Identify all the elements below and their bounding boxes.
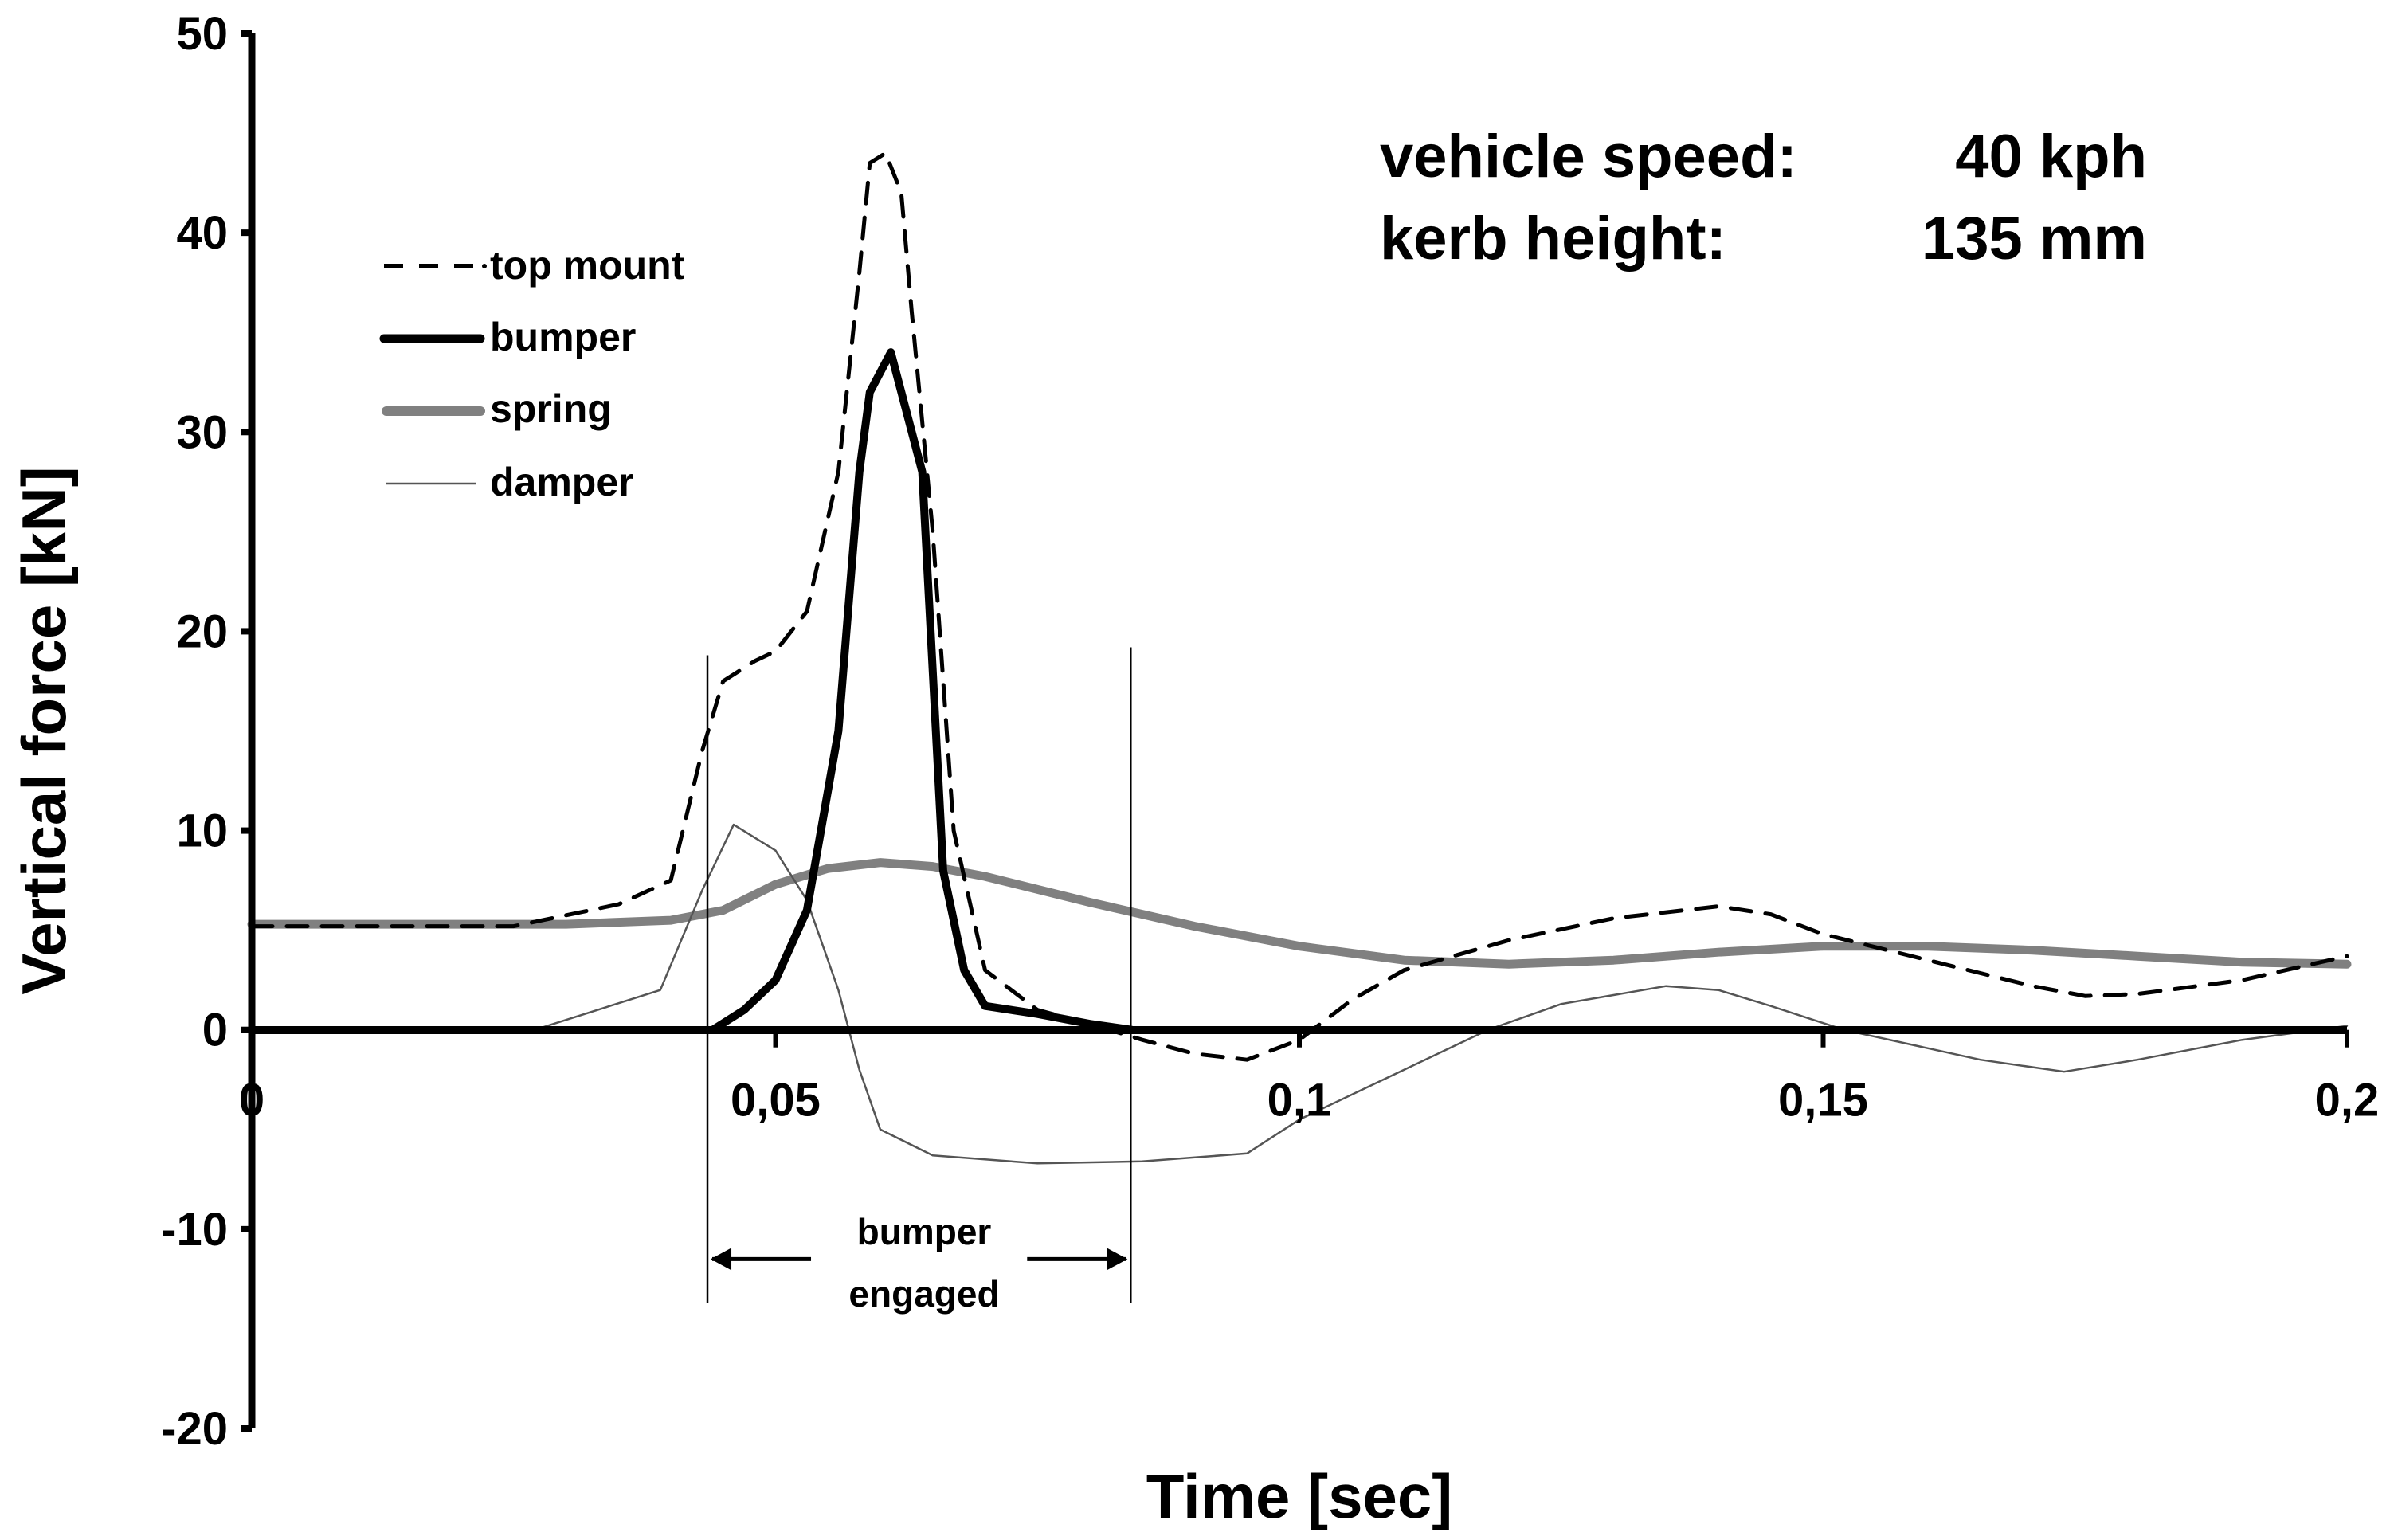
bumper-engaged-label-2: engaged bbox=[848, 1273, 999, 1315]
speed-label: vehicle speed: bbox=[1380, 123, 1797, 190]
legend-label-bumper: bumper bbox=[490, 315, 636, 359]
y-tick-label: 0 bbox=[202, 1005, 228, 1056]
series-damper bbox=[533, 823, 2349, 1165]
legend: top mount bumper spring damper bbox=[379, 243, 685, 504]
y-tick-label: -10 bbox=[161, 1204, 228, 1256]
x-tick-label: 0 bbox=[239, 1075, 264, 1127]
legend-label-damper: damper bbox=[490, 460, 634, 504]
y-tick-label: 30 bbox=[176, 406, 228, 458]
legend-label-spring: spring bbox=[490, 386, 612, 431]
bumper-engaged-label-1: bumper bbox=[857, 1211, 992, 1252]
series-spring bbox=[247, 858, 2352, 969]
y-tick-label: 20 bbox=[176, 605, 228, 657]
kerb-value: 135 mm bbox=[1922, 205, 2147, 272]
y-tick-label: -20 bbox=[161, 1403, 228, 1455]
left-arrowhead bbox=[711, 1248, 732, 1271]
series-layer bbox=[247, 151, 2352, 1165]
y-tick-label: 10 bbox=[176, 805, 228, 857]
x-axis-title: Time [sec] bbox=[1146, 1461, 1452, 1531]
ticks: 50 40 30 20 10 0 -10 -20 0 0,05 0,1 0,15 0,2 bbox=[161, 8, 2379, 1455]
speed-value: 40 kph bbox=[1955, 123, 2147, 190]
x-tick-label: 0,2 bbox=[2315, 1075, 2380, 1127]
series-bumper bbox=[708, 348, 1136, 1034]
y-tick-label: 50 bbox=[176, 8, 228, 60]
y-tick-label: 40 bbox=[176, 207, 228, 259]
bumper-engaged-annotation bbox=[706, 647, 1132, 1303]
x-tick-label: 0,1 bbox=[1267, 1075, 1332, 1127]
kerb-label: kerb height: bbox=[1380, 205, 1726, 272]
x-tick-label: 0,05 bbox=[731, 1075, 821, 1127]
legend-dot bbox=[482, 264, 487, 268]
x-tick-label: 0,15 bbox=[1778, 1075, 1868, 1127]
right-arrowhead bbox=[1107, 1248, 1128, 1271]
legend-label-top-mount: top mount bbox=[490, 243, 685, 288]
y-axis-title: Vertical force [kN] bbox=[9, 466, 79, 994]
